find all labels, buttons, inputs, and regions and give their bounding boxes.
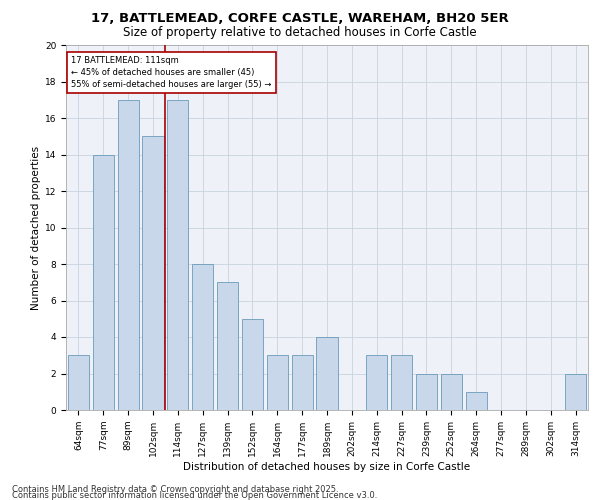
Bar [68,355,89,410]
Bar [167,100,188,410]
Text: Contains HM Land Registry data © Crown copyright and database right 2025.: Contains HM Land Registry data © Crown c… [12,485,338,494]
Bar [217,282,238,410]
Bar [366,355,387,410]
Bar [242,319,263,410]
Y-axis label: Number of detached properties: Number of detached properties [31,146,41,310]
Bar [466,392,487,410]
Bar [142,136,164,410]
Bar [267,355,288,410]
Bar [292,355,313,410]
Bar [118,100,139,410]
Text: Size of property relative to detached houses in Corfe Castle: Size of property relative to detached ho… [123,26,477,39]
Bar [441,374,462,410]
Bar [416,374,437,410]
X-axis label: Distribution of detached houses by size in Corfe Castle: Distribution of detached houses by size … [184,462,470,471]
Bar [93,154,114,410]
Bar [192,264,213,410]
Bar [565,374,586,410]
Bar [316,337,338,410]
Text: Contains public sector information licensed under the Open Government Licence v3: Contains public sector information licen… [12,491,377,500]
Text: 17, BATTLEMEAD, CORFE CASTLE, WAREHAM, BH20 5ER: 17, BATTLEMEAD, CORFE CASTLE, WAREHAM, B… [91,12,509,26]
Text: 17 BATTLEMEAD: 111sqm
← 45% of detached houses are smaller (45)
55% of semi-deta: 17 BATTLEMEAD: 111sqm ← 45% of detached … [71,56,272,88]
Bar [391,355,412,410]
